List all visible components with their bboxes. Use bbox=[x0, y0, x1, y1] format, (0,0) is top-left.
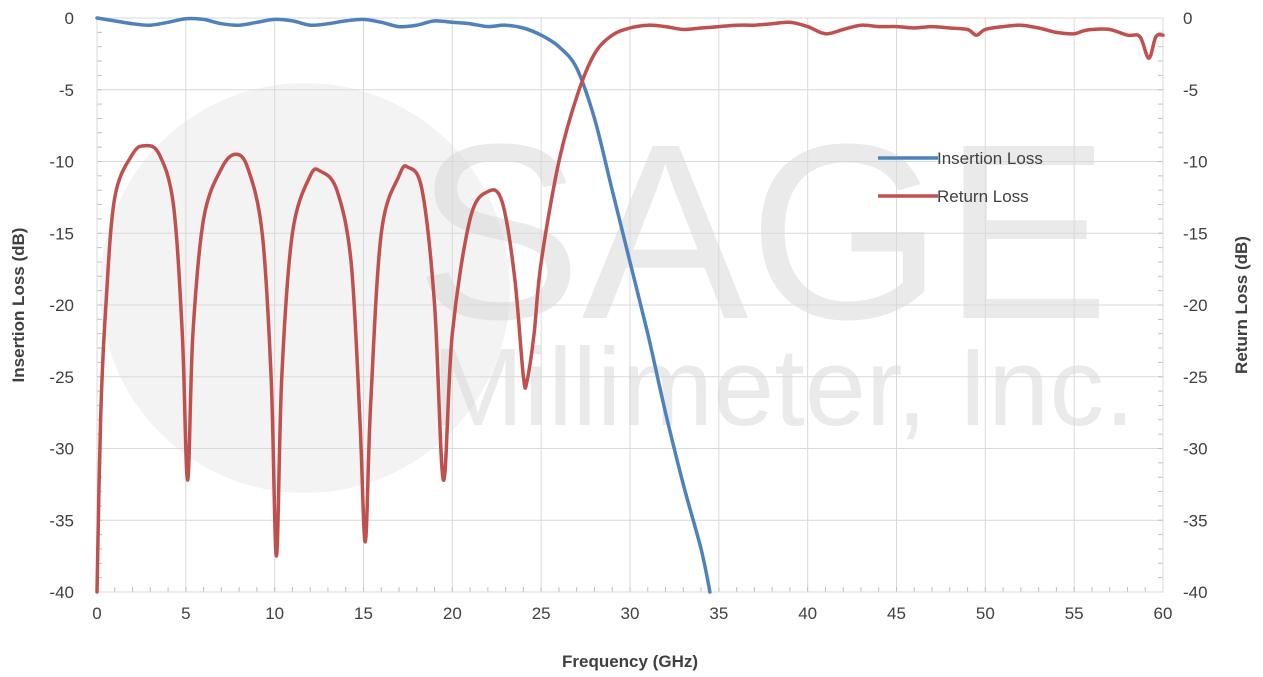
x-axis-title: Frequency (GHz) bbox=[562, 652, 698, 671]
x-tick-label: 15 bbox=[354, 604, 373, 623]
y2-tick-label: 0 bbox=[1183, 9, 1192, 28]
watermark-subtitle: Millimeter, Inc. bbox=[432, 326, 1135, 449]
x-tick-label: 20 bbox=[443, 604, 462, 623]
y-tick-label: -30 bbox=[49, 440, 74, 459]
y2-tick-label: -5 bbox=[1183, 81, 1198, 100]
y2-axis-ticks: 0 -5 -10 -15 -20 -25 -30 -35 -40 bbox=[1183, 9, 1208, 602]
y-tick-label: -5 bbox=[59, 81, 74, 100]
y2-tick-label: -30 bbox=[1183, 440, 1208, 459]
x-tick-label: 55 bbox=[1065, 604, 1084, 623]
y-tick-label: -20 bbox=[49, 296, 74, 315]
y-tick-label: -35 bbox=[49, 511, 74, 530]
x-tick-label: 45 bbox=[887, 604, 906, 623]
y2-tick-label: -15 bbox=[1183, 224, 1208, 243]
x-tick-label: 60 bbox=[1154, 604, 1173, 623]
x-tick-label: 30 bbox=[621, 604, 640, 623]
legend-label-return-loss: Return Loss bbox=[937, 187, 1029, 206]
y-tick-label: -10 bbox=[49, 153, 74, 172]
y2-tick-label: -20 bbox=[1183, 296, 1208, 315]
y2-tick-label: -40 bbox=[1183, 583, 1208, 602]
x-tick-label: 25 bbox=[532, 604, 551, 623]
x-tick-label: 35 bbox=[709, 604, 728, 623]
y-tick-label: -40 bbox=[49, 583, 74, 602]
y-axis-ticks: 0 -5 -10 -15 -20 -25 -30 -35 -40 bbox=[49, 9, 74, 602]
x-tick-label: 10 bbox=[265, 604, 284, 623]
y-tick-label: -25 bbox=[49, 368, 74, 387]
x-tick-label: 5 bbox=[181, 604, 190, 623]
y2-tick-label: -35 bbox=[1183, 511, 1208, 530]
y2-axis-title: Return Loss (dB) bbox=[1232, 236, 1251, 374]
x-tick-label: 50 bbox=[976, 604, 995, 623]
y-tick-label: 0 bbox=[65, 9, 74, 28]
legend-label-insertion-loss: Insertion Loss bbox=[937, 149, 1043, 168]
y2-tick-label: -10 bbox=[1183, 153, 1208, 172]
y-tick-label: -15 bbox=[49, 224, 74, 243]
y2-tick-label: -25 bbox=[1183, 368, 1208, 387]
x-axis-ticks: 0 5 10 15 20 25 30 35 40 45 50 55 60 bbox=[92, 604, 1172, 623]
x-tick-label: 0 bbox=[92, 604, 101, 623]
x-tick-label: 40 bbox=[798, 604, 817, 623]
y-axis-title: Insertion Loss (dB) bbox=[9, 228, 28, 383]
watermark: SAGE Millimeter, Inc. bbox=[100, 83, 1135, 493]
